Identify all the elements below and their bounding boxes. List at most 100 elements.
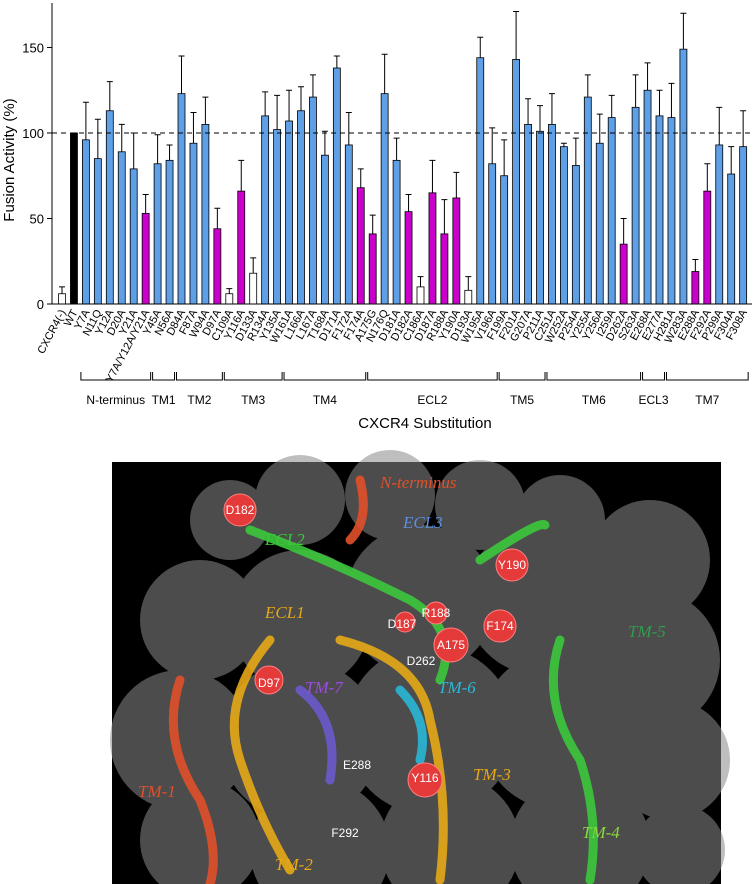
group-bracket: [665, 372, 749, 381]
residue-label: Y116: [411, 771, 438, 785]
bar: [129, 168, 138, 305]
error-bar: [441, 199, 448, 234]
structure-image: N-terminus ECL3 ECL2 ECL1 TM-5 TM-7 TM-6 TM-1 TM…: [110, 450, 730, 884]
error-bar: [106, 81, 113, 111]
bar: [320, 154, 329, 305]
bar: [213, 228, 222, 305]
error-bar: [584, 74, 591, 98]
group-bracket: [642, 372, 665, 381]
y-tick-label: 0: [37, 297, 44, 312]
error-bar: [274, 94, 281, 130]
bar: [595, 142, 604, 305]
bar: [703, 190, 712, 305]
error-bar: [525, 98, 532, 125]
bar: [571, 165, 580, 305]
error-bar: [740, 110, 747, 147]
error-bar: [644, 62, 651, 91]
group-label: TM3: [241, 393, 265, 407]
residue-spheres: [223, 493, 529, 798]
error-bar: [178, 55, 185, 94]
bar: [524, 124, 532, 305]
bar: [332, 67, 341, 305]
residue-label: F174: [486, 619, 514, 633]
group-label: TM2: [187, 393, 211, 407]
x-tick-label: CXCR4(-): [35, 308, 68, 356]
group-label: TM1: [152, 393, 176, 407]
y-tick-label: 50: [30, 211, 44, 226]
error-bar: [680, 12, 687, 50]
error-bar: [501, 139, 508, 176]
group-bracket: [176, 372, 223, 381]
error-bar: [190, 111, 197, 144]
bar: [285, 120, 293, 305]
error-bar: [142, 194, 149, 214]
error-bar: [608, 94, 615, 118]
bar: [631, 106, 640, 305]
bar: [548, 124, 556, 305]
error-bar: [548, 93, 555, 125]
error-bar: [668, 82, 675, 118]
error-bar: [321, 130, 328, 156]
region-label: ECL2: [264, 530, 305, 549]
bar: [237, 190, 246, 305]
error-bar: [286, 89, 293, 122]
bar: [715, 144, 724, 305]
bar: [117, 151, 126, 305]
x-axis-label: CXCR4 Substitution: [358, 415, 491, 432]
error-bar: [309, 74, 316, 98]
error-bar: [298, 86, 304, 111]
bar: [404, 211, 413, 305]
error-bar: [632, 74, 639, 108]
bar: [476, 57, 485, 305]
residue-label: E288: [343, 758, 371, 772]
y-tick-label: 150: [22, 40, 44, 55]
error-bar: [154, 134, 161, 164]
bar: [583, 96, 592, 305]
bar: [679, 48, 688, 305]
bar: [380, 93, 389, 305]
error-bar: [716, 106, 723, 145]
bar: [691, 271, 700, 305]
bar: [440, 233, 449, 305]
bar: [297, 110, 305, 305]
error-bar: [405, 194, 412, 212]
bar: [488, 163, 497, 305]
bar: [500, 175, 509, 305]
error-bar: [250, 257, 257, 274]
bar: [739, 146, 748, 305]
error-bar: [82, 101, 89, 140]
surface: [110, 450, 730, 884]
bar: [261, 115, 270, 305]
bar: [512, 59, 520, 305]
error-bar: [513, 11, 520, 60]
bar: [141, 212, 150, 305]
bar: [536, 130, 544, 305]
bar: [452, 197, 461, 305]
group-bracket: [80, 372, 152, 381]
residue-label: D262: [407, 654, 436, 668]
bar: [201, 124, 210, 305]
group-bracket: [546, 372, 642, 381]
group-label: ECL2: [417, 393, 447, 407]
error-bar: [728, 146, 735, 175]
bar: [58, 293, 66, 305]
error-bar: [453, 171, 460, 198]
group-bracket: [223, 372, 283, 381]
error-bar: [704, 163, 711, 192]
bar: [655, 115, 664, 305]
region-label: ECL1: [264, 603, 305, 622]
region-label: TM-7: [305, 678, 344, 697]
bar: [643, 89, 652, 305]
error-bar: [59, 286, 65, 294]
bar: [464, 289, 473, 305]
group-label: ECL3: [639, 393, 669, 407]
region-label: TM-5: [628, 622, 666, 641]
bar: [225, 293, 234, 305]
bar: [368, 233, 377, 305]
bar: [667, 117, 676, 305]
bar: [105, 110, 114, 305]
error-bar: [357, 168, 364, 188]
error-bar: [333, 55, 340, 68]
error-bar: [537, 105, 543, 132]
